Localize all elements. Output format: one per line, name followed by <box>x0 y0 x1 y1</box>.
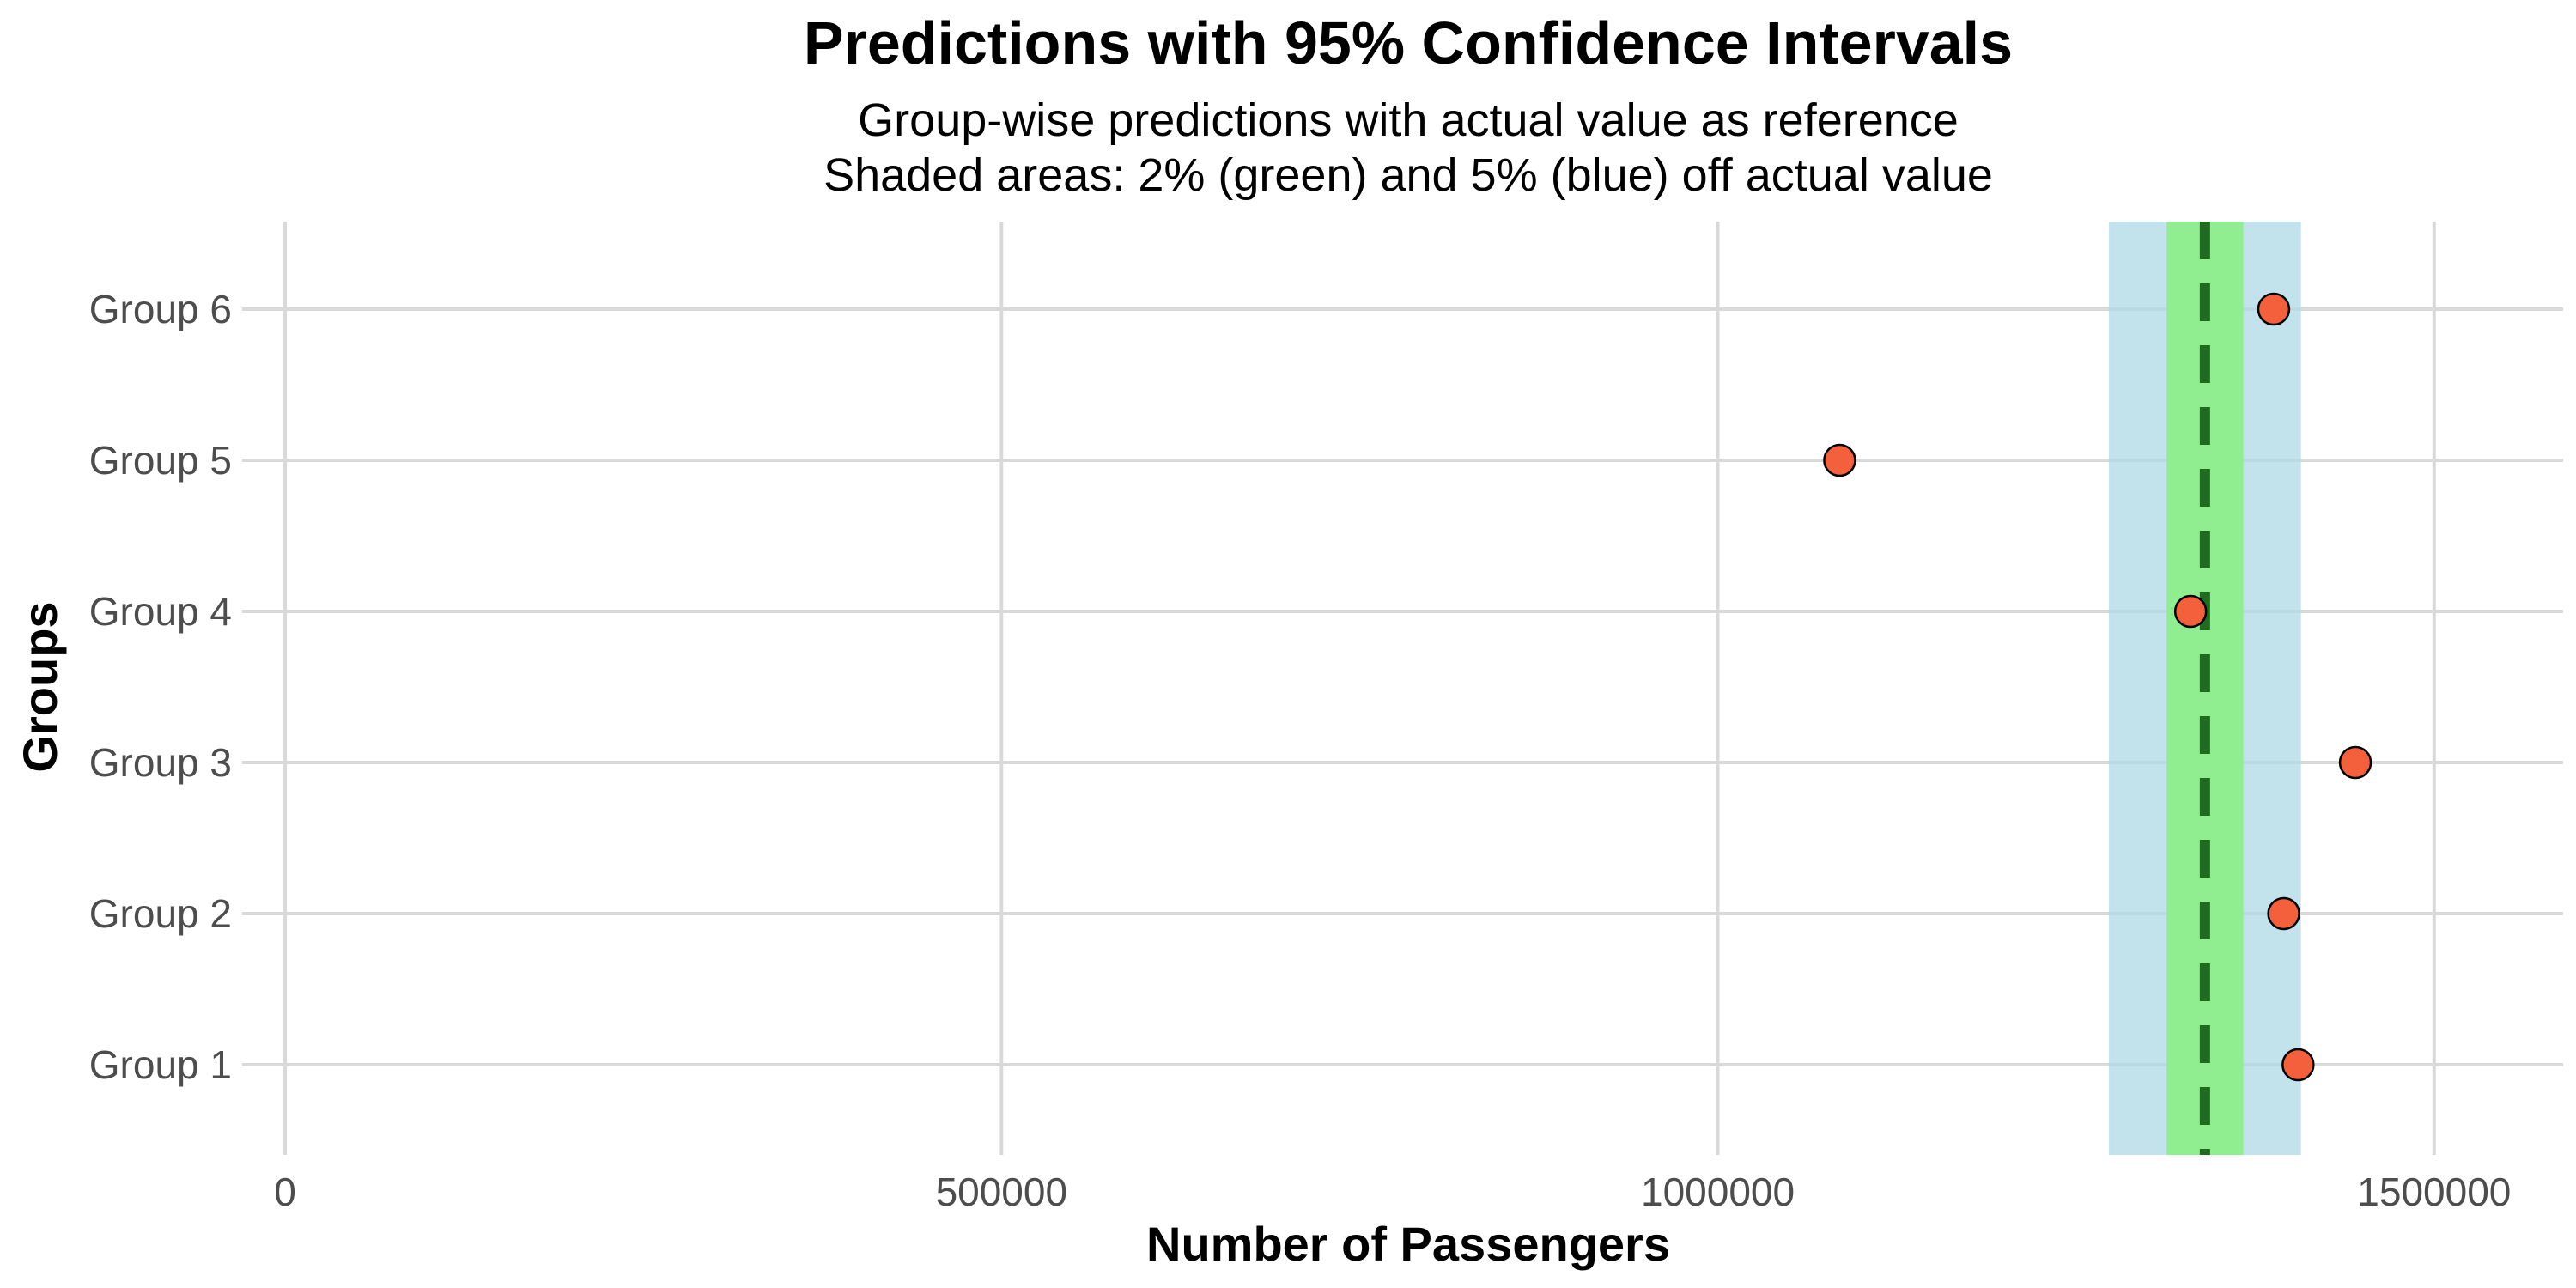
data-point-group-6 <box>2257 292 2291 326</box>
data-point-group-5 <box>1823 443 1856 477</box>
x-tick-label-2: 1000000 <box>1641 1170 1795 1214</box>
chart-title: Predictions with 95% Confidence Interval… <box>804 9 2013 76</box>
chart-subtitle-line-2: Shaded areas: 2% (green) and 5% (blue) o… <box>823 149 1993 201</box>
y-tick-label-1: Group 1 <box>89 1042 232 1087</box>
data-point-group-3 <box>2338 745 2372 780</box>
chart-subtitle-line-1: Group-wise predictions with actual value… <box>858 94 1959 146</box>
x-axis-title: Number of Passengers <box>1146 1217 1670 1271</box>
data-point-group-1 <box>2281 1048 2315 1082</box>
y-tick-label-6: Group 6 <box>89 287 232 331</box>
x-tick-label-3: 1500000 <box>2357 1170 2511 1214</box>
y-tick-label-3: Group 3 <box>89 740 232 785</box>
data-point-group-2 <box>2267 896 2300 931</box>
plot-area: 0 500000 1000000 1500000 Group 1 Group 2 Group… <box>89 222 2563 1214</box>
y-axis-title: Groups <box>13 601 67 772</box>
x-tick-label-0: 0 <box>274 1170 296 1214</box>
data-point-group-4 <box>2173 594 2208 629</box>
y-tick-label-5: Group 5 <box>89 438 232 483</box>
y-tick-label-4: Group 4 <box>89 589 232 634</box>
x-tick-label-1: 500000 <box>936 1170 1068 1214</box>
y-tick-label-2: Group 2 <box>89 891 232 936</box>
